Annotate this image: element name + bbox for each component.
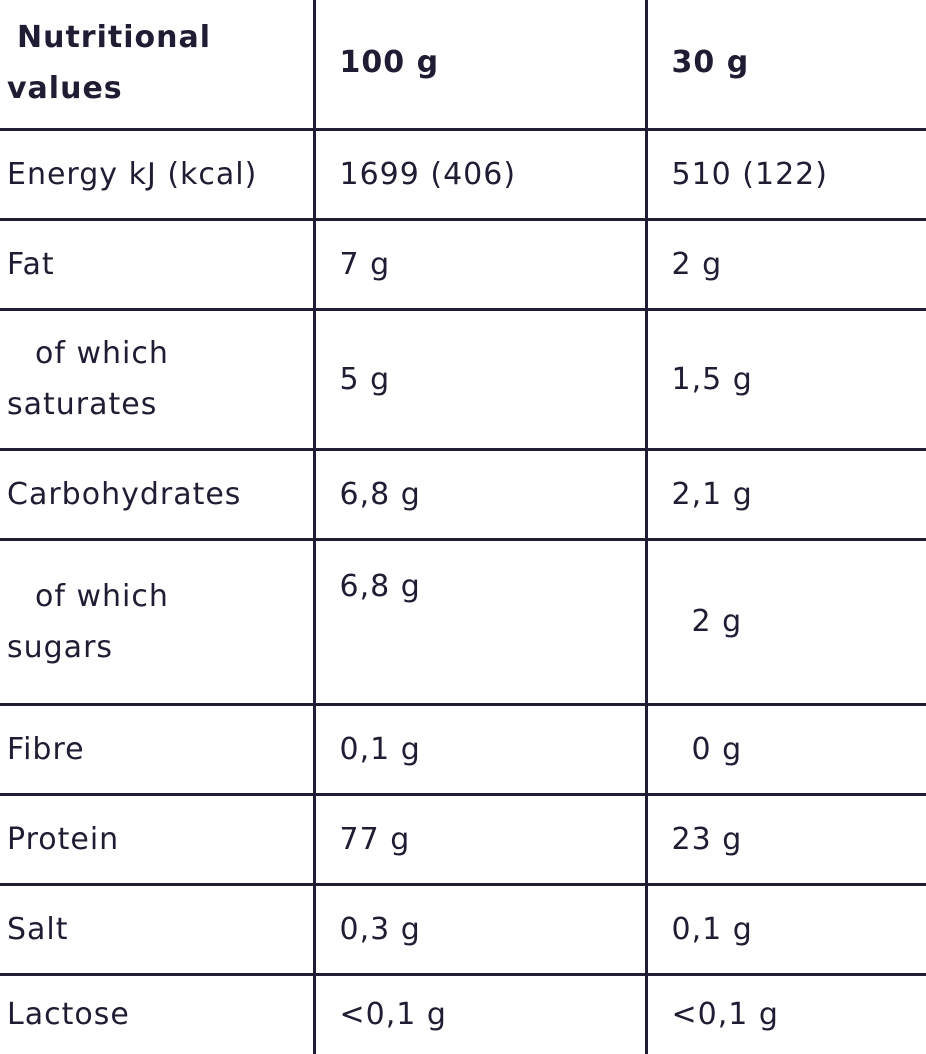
row-label: Protein xyxy=(0,792,316,886)
row-label: Fat xyxy=(0,217,316,311)
table-row: Fibre 0,1 g 0 g xyxy=(0,702,926,796)
row-value-30g: 2 g xyxy=(644,537,926,706)
row-value-100g: 0,1 g xyxy=(312,702,648,796)
row-value-100g: 5 g xyxy=(312,307,648,451)
table-row: Salt 0,3 g 0,1 g xyxy=(0,882,926,976)
row-value-30g: 510 (122) xyxy=(644,127,926,221)
row-label: Energy kJ (kcal) xyxy=(0,127,316,221)
row-label: Salt xyxy=(0,882,316,976)
header-30g: 30 g xyxy=(644,0,926,131)
row-value-100g: 7 g xyxy=(312,217,648,311)
row-value-100g: 6,8 g xyxy=(312,537,648,706)
row-value-100g: 0,3 g xyxy=(312,882,648,976)
row-value-30g: 2 g xyxy=(644,217,926,311)
row-value-30g: 2,1 g xyxy=(644,447,926,541)
table-row: Carbohydrates 6,8 g 2,1 g xyxy=(0,447,926,541)
row-label: of which sugars xyxy=(0,537,316,706)
table-row: Lactose <0,1 g <0,1 g xyxy=(0,972,926,1054)
table-row: Protein 77 g 23 g xyxy=(0,792,926,886)
table-row: Energy kJ (kcal) 1699 (406) 510 (122) xyxy=(0,127,926,221)
row-value-30g: 1,5 g xyxy=(644,307,926,451)
row-value-100g: 6,8 g xyxy=(312,447,648,541)
row-value-30g: 0,1 g xyxy=(644,882,926,976)
table-row: Fat 7 g 2 g xyxy=(0,217,926,311)
table-row: of which saturates 5 g 1,5 g xyxy=(0,307,926,451)
table-row: of which sugars 6,8 g 2 g xyxy=(0,537,926,706)
row-value-100g: 1699 (406) xyxy=(312,127,648,221)
row-label: of which saturates xyxy=(0,307,316,451)
header-100g: 100 g xyxy=(312,0,648,131)
row-value-100g: 77 g xyxy=(312,792,648,886)
row-value-100g: <0,1 g xyxy=(312,972,648,1054)
header-nutritional-values: Nutritional values xyxy=(0,0,316,131)
row-label: Lactose xyxy=(0,972,316,1054)
table-header-row: Nutritional values 100 g 30 g xyxy=(0,0,926,131)
row-value-30g: 23 g xyxy=(644,792,926,886)
row-label: Carbohydrates xyxy=(0,447,316,541)
row-label: Fibre xyxy=(0,702,316,796)
row-value-30g: <0,1 g xyxy=(644,972,926,1054)
row-value-30g: 0 g xyxy=(644,702,926,796)
